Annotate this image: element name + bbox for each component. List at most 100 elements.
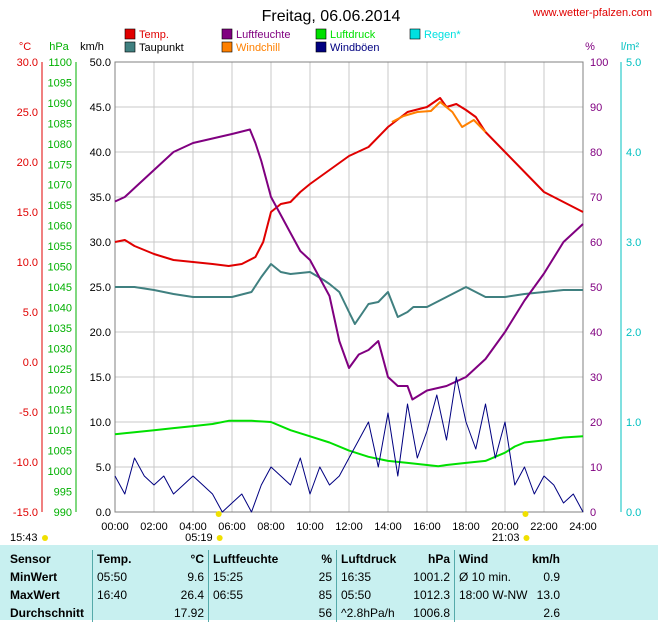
weather-chart: Freitag, 06.06.2014 www.wetter-pfalzen.c… bbox=[10, 7, 652, 544]
tick-temp: 0.0 bbox=[23, 357, 38, 369]
stats-table: Sensor Temp. °C Luftfeuchte% Luftdruck hPa… bbox=[0, 545, 658, 622]
series-temp bbox=[114, 97, 584, 267]
legend-label: Windböen bbox=[330, 42, 380, 54]
tick-x: 18:00 bbox=[452, 521, 480, 533]
legend-label: Windchill bbox=[236, 42, 280, 54]
sunset-label: 21:03 bbox=[492, 532, 520, 544]
tick-humidity: 70 bbox=[590, 192, 602, 204]
tick-rain: 2.0 bbox=[626, 327, 641, 339]
legend-label: Regen* bbox=[424, 29, 461, 41]
tick-rain: 0.0 bbox=[626, 507, 641, 519]
tick-pressure: 1040 bbox=[48, 302, 72, 314]
stats-header-pressure: Luftdruck hPa bbox=[336, 550, 454, 568]
tick-x: 12:00 bbox=[335, 521, 363, 533]
tick-temp: 20.0 bbox=[17, 157, 38, 169]
tick-humidity: 60 bbox=[590, 237, 602, 249]
tick-humidity: 80 bbox=[590, 147, 602, 159]
stats-temp-max: 16:40 26.4 bbox=[92, 586, 208, 604]
stats-header-wind: Wind km/h bbox=[454, 550, 564, 568]
tick-x: 04:00 bbox=[179, 521, 207, 533]
series-layer bbox=[114, 97, 584, 513]
tick-pressure: 1050 bbox=[48, 262, 72, 274]
stats-header-sensor: Sensor bbox=[10, 552, 51, 566]
moon-label: 15:43 bbox=[10, 532, 38, 544]
tick-pressure: 995 bbox=[54, 487, 72, 499]
series-windben bbox=[114, 376, 584, 513]
tick-wind: 40.0 bbox=[90, 147, 111, 159]
tick-x: 24:00 bbox=[569, 521, 597, 533]
stats-press-max: 05:50 1012.3 bbox=[336, 586, 454, 604]
sun-markers: 05:19 21:03 15:43 bbox=[10, 511, 530, 544]
tick-pressure: 1085 bbox=[48, 118, 72, 130]
tick-x: 10:00 bbox=[296, 521, 324, 533]
legend-label: Luftdruck bbox=[330, 29, 376, 41]
tick-temp: -5.0 bbox=[19, 407, 38, 419]
tick-humidity: 90 bbox=[590, 102, 602, 114]
sunset-icon bbox=[522, 511, 529, 517]
series-windchill bbox=[391, 101, 487, 133]
legend-swatch bbox=[124, 28, 136, 40]
sunrise-sun-icon bbox=[216, 535, 223, 541]
stats-press-avg: ^2.8hPa/h 1006.8 bbox=[336, 604, 454, 622]
series-luftdruck bbox=[114, 419, 584, 468]
tick-wind: 5.0 bbox=[96, 462, 111, 474]
legend-label: Taupunkt bbox=[139, 42, 184, 54]
tick-pressure: 1095 bbox=[48, 77, 72, 89]
stats-hum-max: 06:55 85 bbox=[208, 586, 336, 604]
tick-rain: 1.0 bbox=[626, 417, 641, 429]
tick-temp: 30.0 bbox=[17, 57, 38, 69]
tick-humidity: 0 bbox=[590, 507, 596, 519]
tick-humidity: 30 bbox=[590, 372, 602, 384]
tick-temp: 15.0 bbox=[17, 207, 38, 219]
stats-row-label: MaxWert bbox=[10, 588, 60, 602]
stats-hum-min: 15:25 25 bbox=[208, 568, 336, 586]
tick-pressure: 1055 bbox=[48, 241, 72, 253]
stats-wind-max: 18:00 W-NW 13.0 bbox=[454, 586, 564, 604]
stats-row-label: Durchschnitt bbox=[10, 606, 85, 620]
tick-humidity: 20 bbox=[590, 417, 602, 429]
tick-pressure: 1020 bbox=[48, 384, 72, 396]
tick-pressure: 1005 bbox=[48, 446, 72, 458]
legend-swatch bbox=[221, 28, 233, 40]
tick-rain: 4.0 bbox=[626, 147, 641, 159]
sunrise-label: 05:19 bbox=[185, 532, 213, 544]
stats-row-label: MinWert bbox=[10, 570, 58, 584]
tick-x: 22:00 bbox=[530, 521, 558, 533]
tick-x: 16:00 bbox=[413, 521, 441, 533]
site-label: www.wetter-pfalzen.com bbox=[532, 7, 652, 19]
tick-x: 06:00 bbox=[218, 521, 246, 533]
tick-pressure: 1035 bbox=[48, 323, 72, 335]
tick-pressure: 1015 bbox=[48, 405, 72, 417]
tick-pressure: 990 bbox=[54, 507, 72, 519]
tick-pressure: 1065 bbox=[48, 200, 72, 212]
tick-wind: 35.0 bbox=[90, 192, 111, 204]
tick-wind: 45.0 bbox=[90, 102, 111, 114]
tick-pressure: 1030 bbox=[48, 343, 72, 355]
unit-temp: °C bbox=[19, 41, 31, 53]
tick-humidity: 10 bbox=[590, 462, 602, 474]
stats-header-humidity: Luftfeuchte% bbox=[208, 550, 336, 568]
series-luftfeuchte bbox=[114, 128, 584, 401]
tick-humidity: 50 bbox=[590, 282, 602, 294]
stats-wind-min: Ø 10 min. 0.9 bbox=[454, 568, 564, 586]
tick-temp: 25.0 bbox=[17, 107, 38, 119]
legend-swatch bbox=[124, 41, 136, 53]
tick-temp: 10.0 bbox=[17, 257, 38, 269]
tick-rain: 5.0 bbox=[626, 57, 641, 69]
tick-pressure: 1000 bbox=[48, 466, 72, 478]
tick-x: 14:00 bbox=[374, 521, 402, 533]
x-axis: 00:00 02:00 04:00 06:00 08:00 10:00 12:00 14:00… bbox=[101, 521, 597, 533]
tick-pressure: 1025 bbox=[48, 364, 72, 376]
unit-pressure: hPa bbox=[49, 41, 69, 53]
tick-temp: 5.0 bbox=[23, 307, 38, 319]
unit-wind: km/h bbox=[80, 41, 104, 53]
legend-label: Temp. bbox=[139, 29, 169, 41]
unit-rain: l/m² bbox=[621, 41, 640, 53]
tick-wind: 10.0 bbox=[90, 417, 111, 429]
stats-press-min: 16:35 1001.2 bbox=[336, 568, 454, 586]
axes: 30.0 25.0 20.0 15.0 10.0 5.0 0.0 -5.0 -10.0 -15.0… bbox=[13, 57, 641, 519]
sunrise-icon bbox=[215, 511, 222, 517]
unit-humidity: % bbox=[585, 41, 595, 53]
tick-wind: 20.0 bbox=[90, 327, 111, 339]
